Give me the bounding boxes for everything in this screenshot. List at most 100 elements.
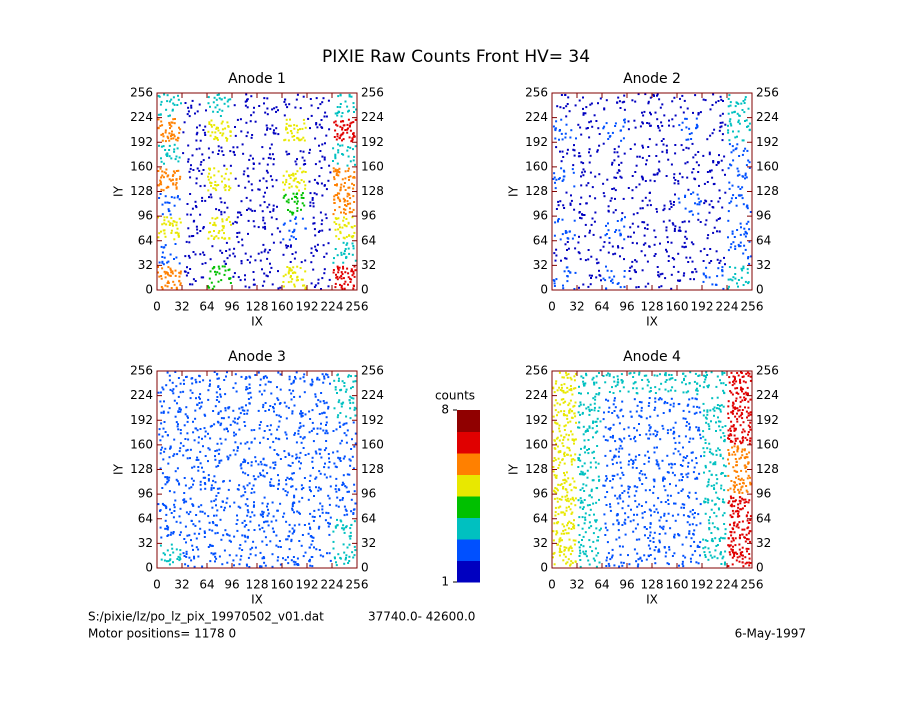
count-pixel xyxy=(295,441,298,444)
count-pixel xyxy=(674,502,677,505)
count-pixel xyxy=(277,371,280,374)
count-pixel xyxy=(598,144,601,147)
count-pixel xyxy=(589,403,592,406)
count-pixel xyxy=(315,97,318,100)
count-pixel xyxy=(739,188,742,190)
count-pixel xyxy=(558,464,561,467)
count-pixel xyxy=(296,181,299,183)
count-pixel xyxy=(266,514,269,517)
count-pixel xyxy=(742,479,745,482)
count-pixel xyxy=(738,122,741,125)
count-pixel xyxy=(719,410,722,413)
count-pixel xyxy=(719,121,722,124)
count-pixel xyxy=(708,276,711,279)
count-pixel xyxy=(747,424,750,427)
count-pixel xyxy=(302,437,305,440)
count-pixel xyxy=(292,266,295,269)
count-pixel xyxy=(197,436,200,439)
count-pixel xyxy=(259,384,262,387)
count-pixel xyxy=(309,526,311,529)
count-pixel xyxy=(214,131,217,134)
y-tick-label: 96 xyxy=(138,487,153,501)
count-pixel xyxy=(348,193,351,196)
count-pixel xyxy=(241,244,244,247)
count-pixel xyxy=(167,174,170,177)
count-pixel xyxy=(552,470,555,473)
count-pixel xyxy=(732,484,735,487)
count-pixel xyxy=(332,170,335,173)
count-pixel xyxy=(288,124,291,127)
count-pixel xyxy=(648,424,651,427)
count-pixel xyxy=(216,449,219,452)
count-pixel xyxy=(186,420,189,423)
count-pixel xyxy=(732,488,735,491)
count-pixel xyxy=(648,192,651,194)
count-pixel xyxy=(216,531,219,534)
count-pixel xyxy=(233,564,235,567)
count-pixel xyxy=(291,507,294,510)
count-pixel xyxy=(740,267,743,270)
count-pixel xyxy=(620,466,623,469)
count-pixel xyxy=(214,405,217,408)
count-pixel xyxy=(343,527,346,530)
count-pixel xyxy=(619,107,622,109)
count-pixel xyxy=(261,513,264,516)
count-pixel xyxy=(347,375,350,378)
y-tick-label: 224 xyxy=(361,388,384,402)
count-pixel xyxy=(352,421,355,424)
count-pixel xyxy=(745,465,748,468)
count-pixel xyxy=(223,379,226,381)
count-pixel xyxy=(739,553,742,556)
count-pixel xyxy=(572,405,575,408)
count-pixel xyxy=(217,377,220,380)
count-pixel xyxy=(638,183,641,186)
count-pixel xyxy=(735,476,737,479)
count-pixel xyxy=(319,502,322,505)
count-pixel xyxy=(165,560,168,563)
count-pixel xyxy=(568,484,571,486)
count-pixel xyxy=(272,209,275,212)
count-pixel xyxy=(199,428,202,430)
count-pixel xyxy=(353,490,356,493)
count-pixel xyxy=(671,463,674,466)
count-pixel xyxy=(295,196,297,198)
count-pixel xyxy=(251,546,254,549)
count-pixel xyxy=(737,503,740,506)
count-pixel xyxy=(721,514,724,517)
count-pixel xyxy=(214,481,217,484)
count-pixel xyxy=(704,512,707,515)
count-pixel xyxy=(645,528,648,530)
count-pixel xyxy=(742,265,745,268)
count-pixel xyxy=(573,459,576,462)
count-pixel xyxy=(730,505,733,508)
count-pixel xyxy=(174,470,177,473)
count-pixel xyxy=(273,449,276,451)
count-pixel xyxy=(687,515,690,518)
count-pixel xyxy=(174,183,177,186)
count-pixel xyxy=(272,131,275,134)
count-pixel xyxy=(587,452,590,455)
count-pixel xyxy=(653,255,656,257)
count-pixel xyxy=(233,417,236,420)
count-pixel xyxy=(216,111,219,113)
count-pixel xyxy=(728,551,731,554)
y-tick-label: 256 xyxy=(756,86,779,100)
count-pixel xyxy=(243,487,246,490)
count-pixel xyxy=(644,534,646,537)
count-pixel xyxy=(674,193,676,196)
count-pixel xyxy=(572,148,575,151)
count-pixel xyxy=(669,428,672,431)
count-pixel xyxy=(742,175,745,178)
count-pixel xyxy=(735,204,738,207)
count-pixel xyxy=(741,557,744,560)
count-pixel xyxy=(338,206,341,209)
count-pixel xyxy=(165,186,168,189)
count-pixel xyxy=(612,423,615,426)
count-pixel xyxy=(339,230,342,233)
count-pixel xyxy=(619,477,622,480)
count-pixel xyxy=(727,129,730,132)
count-pixel xyxy=(618,422,621,425)
count-pixel xyxy=(741,497,744,500)
count-pixel xyxy=(295,222,298,225)
count-pixel xyxy=(354,269,357,272)
